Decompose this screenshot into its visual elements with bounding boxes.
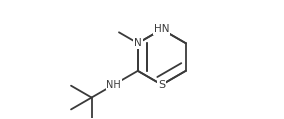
Text: N: N [134, 38, 142, 48]
Text: NH: NH [106, 80, 121, 90]
Text: S: S [158, 80, 165, 90]
Text: HN: HN [154, 24, 170, 34]
